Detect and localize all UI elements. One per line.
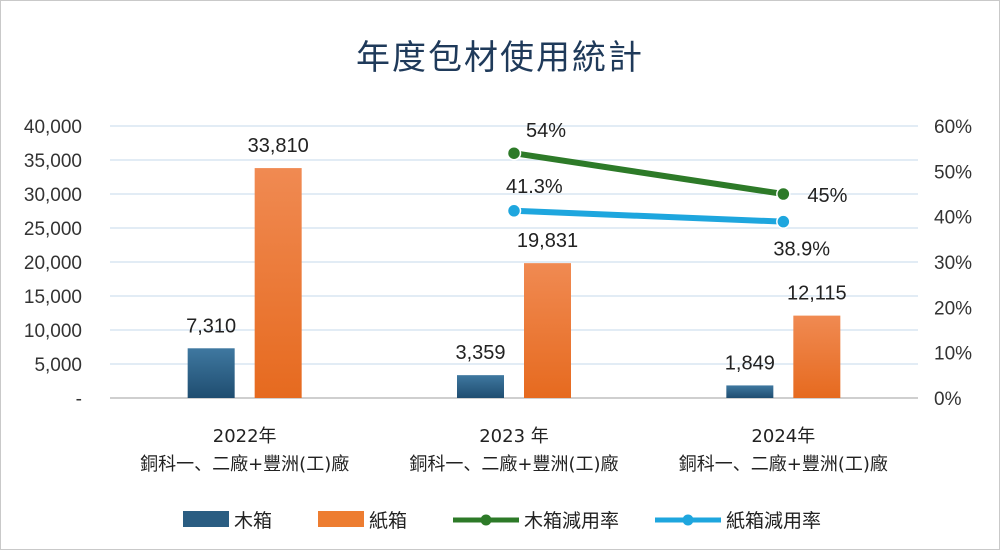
y-left-tick-label: 20,000: [24, 253, 82, 274]
data-label: 41.3%: [506, 176, 563, 198]
legend-marker: [480, 514, 492, 526]
y-right-tick-label: 50%: [934, 162, 972, 183]
y-left-tick-label: 35,000: [24, 151, 82, 172]
data-label: 12,115: [787, 283, 847, 305]
data-point: [506, 203, 522, 219]
x-tick-label: 2022年: [213, 426, 277, 447]
x-tick-label: 2024年: [751, 426, 815, 447]
y-right-tick-label: 20%: [934, 298, 972, 319]
y-left-tick-label: 5,000: [34, 355, 82, 376]
series-line: [511, 207, 787, 225]
data-point: [776, 214, 791, 229]
data-label: 45%: [807, 185, 847, 207]
bar: [793, 315, 841, 398]
data-label: 7,310: [186, 315, 236, 337]
y-right-tick-label: 0%: [934, 389, 962, 410]
y-left-tick-label: 30,000: [24, 185, 82, 206]
data-label: 33,810: [248, 135, 309, 157]
data-point: [776, 186, 791, 202]
y-right-tick-label: 30%: [934, 253, 972, 274]
x-tick-label: 銅科一、二廠+豐洲(工)廠: [409, 453, 618, 475]
x-tick-label: 銅科一、二廠+豐洲(工)廠: [679, 453, 888, 475]
data-label: 54%: [526, 120, 566, 142]
bar: [457, 375, 504, 398]
data-label: 19,831: [517, 230, 578, 252]
data-point: [506, 145, 522, 161]
legend-label: 紙箱減用率: [726, 510, 821, 532]
x-tick-label: 銅科一、二廠+豐洲(工)廠: [140, 453, 349, 475]
series-line: [511, 150, 787, 197]
legend-swatch: [183, 511, 229, 527]
bar: [726, 385, 774, 398]
y-left-tick-label: 10,000: [24, 321, 82, 342]
legend-swatch: [318, 511, 364, 527]
bar: [524, 263, 571, 398]
data-label: 1,849: [725, 352, 775, 374]
y-right-tick-label: 60%: [934, 117, 972, 138]
y-right-tick-label: 40%: [934, 208, 972, 229]
data-label: 3,359: [455, 342, 505, 364]
legend-label: 紙箱: [369, 510, 407, 532]
chart-title: 年度包材使用統計: [356, 38, 644, 78]
legend-label: 木箱減用率: [524, 510, 619, 532]
bar: [187, 348, 235, 398]
y-left-tick-label: 25,000: [24, 219, 82, 240]
y-left-tick-label: -: [76, 389, 82, 410]
y-left-tick-label: 40,000: [24, 117, 82, 138]
data-label: 38.9%: [773, 239, 830, 261]
y-right-tick-label: 10%: [934, 344, 972, 365]
bar: [254, 168, 302, 398]
legend-label: 木箱: [234, 510, 272, 532]
x-tick-label: 2023 年: [479, 426, 549, 447]
y-left-tick-label: 15,000: [24, 287, 82, 308]
legend-marker: [682, 514, 694, 526]
